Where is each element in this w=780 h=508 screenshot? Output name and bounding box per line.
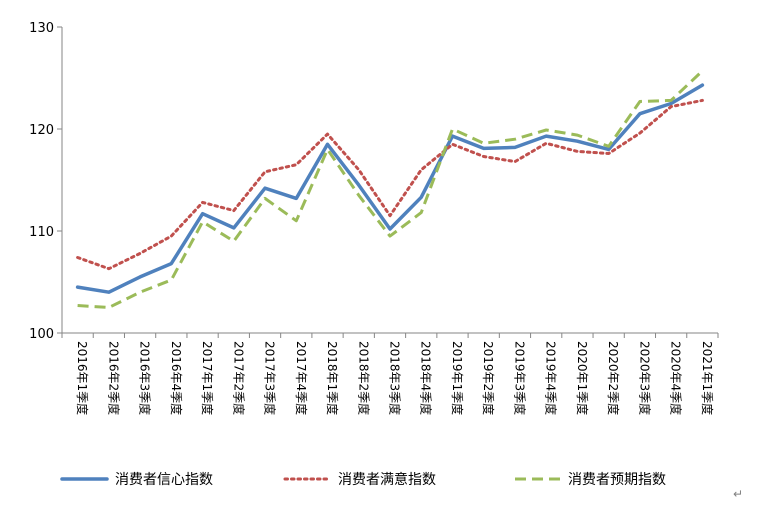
- x-tick-label: 2016年3季度: [138, 341, 153, 415]
- series-line-3: [77, 69, 704, 309]
- y-tick-label: 100: [29, 327, 54, 342]
- y-axis-ticks: 100 110 120 130: [29, 21, 62, 342]
- y-tick-label: 130: [29, 21, 54, 36]
- series-line-2: [76, 98, 704, 271]
- x-tick-label: 2020年2季度: [606, 341, 621, 415]
- x-tick-label: 2018年2季度: [356, 341, 371, 415]
- series-line-1: [75, 83, 705, 294]
- chart-legend: 消费者信心指数 消费者满意指数 消费者预期指数: [60, 471, 666, 488]
- x-tick-label: 2019年3季度: [512, 341, 527, 415]
- x-tick-label: 2016年2季度: [106, 341, 121, 415]
- x-tick-label: 2018年3季度: [388, 341, 403, 415]
- x-tick-label: 2018年1季度: [325, 341, 340, 415]
- chart-series: [75, 69, 705, 309]
- x-tick-label: 2020年3季度: [637, 341, 652, 415]
- y-tick-label: 110: [29, 225, 54, 240]
- x-tick-label: 2018年4季度: [419, 341, 434, 415]
- x-tick-label: 2017年4季度: [294, 341, 309, 415]
- x-tick-label: 2016年1季度: [75, 341, 90, 415]
- x-tick-label: 2020年4季度: [669, 341, 684, 415]
- x-tick-label: 2017年1季度: [200, 341, 215, 415]
- x-axis-ticks: 2016年1季度 2016年2季度 2016年3季度 2016年4季度 2017年1季度…: [61, 333, 719, 415]
- legend-label-3: 消费者预期指数: [568, 472, 666, 488]
- x-tick-label: 2016年4季度: [169, 341, 184, 415]
- x-tick-label: 2019年2季度: [481, 341, 496, 415]
- x-tick-label: 2019年1季度: [450, 341, 465, 415]
- legend-label-1: 消费者信心指数: [115, 472, 213, 488]
- stray-return-mark: ↵: [733, 487, 743, 501]
- chart-axes: [61, 27, 718, 334]
- x-tick-label: 2017年2季度: [231, 341, 246, 415]
- legend-label-2: 消费者满意指数: [338, 471, 436, 488]
- x-tick-label: 2017年3季度: [263, 341, 278, 415]
- y-tick-label: 120: [29, 123, 54, 138]
- x-tick-label: 2021年1季度: [700, 341, 715, 415]
- x-tick-label: 2020年1季度: [575, 341, 590, 415]
- x-tick-label: 2019年4季度: [544, 341, 559, 415]
